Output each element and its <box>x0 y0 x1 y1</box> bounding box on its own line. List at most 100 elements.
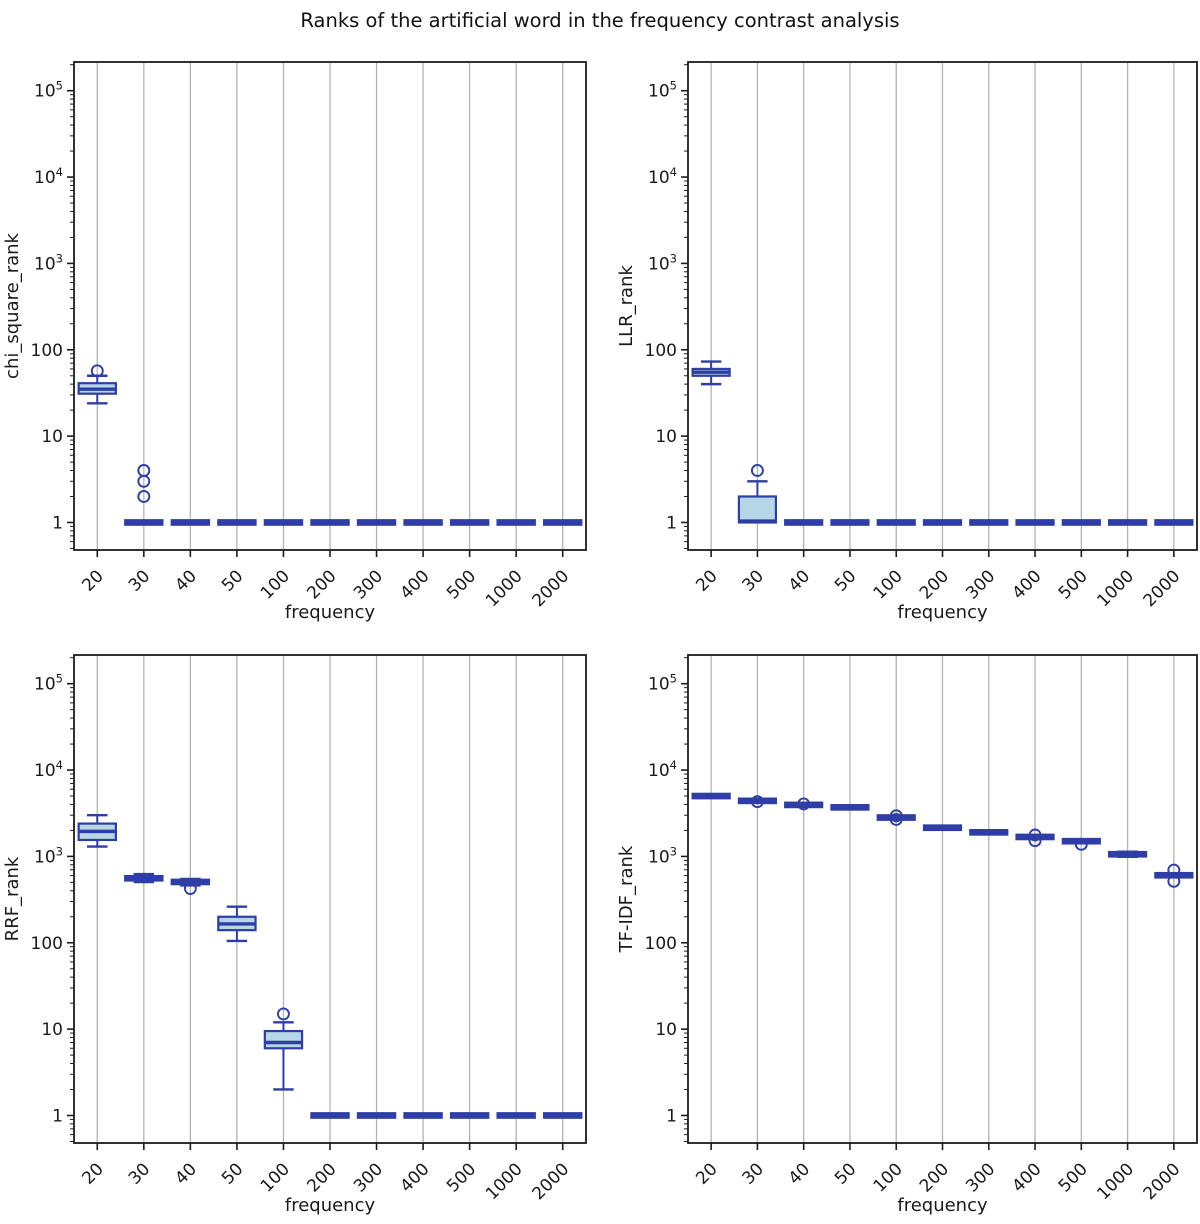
boxplot-box-400 <box>1015 519 1055 526</box>
x-tick-label: 200 <box>303 566 340 603</box>
x-tick-label: 100 <box>870 566 907 603</box>
boxes <box>691 360 1194 526</box>
outlier-marker <box>1167 863 1181 877</box>
outlier-marker <box>889 809 903 823</box>
x-tick-label: 400 <box>397 566 434 603</box>
y-tick-label: 1 <box>666 513 677 533</box>
x-tick-label: 500 <box>443 566 480 603</box>
y-tick-label: 103 <box>34 251 63 274</box>
boxplot-box-400 <box>1015 828 1055 848</box>
boxplot-box-100 <box>263 519 304 526</box>
boxplot-box-1000 <box>496 519 536 526</box>
y-tick-label: 103 <box>648 251 677 274</box>
y-tick-label: 105 <box>648 79 677 102</box>
x-tick-label: 200 <box>303 1159 340 1196</box>
x-tick-label: 100 <box>870 1159 907 1196</box>
x-tick-label: 300 <box>962 566 999 603</box>
figure-title: Ranks of the artificial word in the freq… <box>300 9 900 32</box>
x-tick-label: 1000 <box>1093 1159 1138 1204</box>
boxplot-box-1000 <box>496 1112 536 1119</box>
x-tick-label: 50 <box>218 566 247 595</box>
y-tick-label: 100 <box>31 934 63 954</box>
outlier-marker <box>90 364 104 378</box>
gridlines <box>96 656 564 1142</box>
x-tick-label: 1000 <box>482 1159 527 1204</box>
boxplot-box-400 <box>403 519 443 526</box>
boxes <box>77 364 583 526</box>
boxplot-box-200 <box>922 824 963 832</box>
x-tick-label: 30 <box>739 566 768 595</box>
outlier-marker <box>183 882 197 895</box>
x-axis-label: frequency <box>285 602 376 623</box>
y-tick-label: 1 <box>666 1106 677 1126</box>
boxplot-box-500 <box>1061 519 1101 526</box>
boxplot-box-100 <box>263 1007 304 1091</box>
x-tick-label: 300 <box>962 1159 999 1196</box>
x-tick-label: 40 <box>171 566 200 595</box>
outlier-marker <box>137 490 151 503</box>
outlier-marker <box>889 812 903 826</box>
boxplot-box-100 <box>876 519 916 526</box>
y-tick-label: 10 <box>41 427 63 447</box>
boxplot-box-500 <box>449 519 490 526</box>
x-tick-label: 400 <box>397 1159 434 1196</box>
boxplot-box-20 <box>77 364 117 405</box>
gridlines <box>710 656 1175 1142</box>
y-tick-label: 10 <box>41 1020 63 1040</box>
x-tick-label: 50 <box>831 1159 860 1188</box>
y-axis: 1 10 100 103 104 105 <box>645 64 688 549</box>
boxplot-box-2000 <box>1154 863 1194 888</box>
x-tick-label: 40 <box>785 566 814 595</box>
x-tick-label: 1000 <box>482 566 527 611</box>
boxplot-box-1000 <box>1107 519 1148 526</box>
boxplot-box-40 <box>784 519 824 526</box>
x-tick-label: 2000 <box>529 566 574 611</box>
y-tick-label: 105 <box>648 672 677 695</box>
boxplot-box-500 <box>1061 837 1101 851</box>
x-tick-label: 30 <box>739 1159 768 1188</box>
x-tick-label: 300 <box>350 566 387 603</box>
x-tick-label: 200 <box>916 566 953 603</box>
boxplot-box-50 <box>830 519 870 526</box>
x-tick-label: 30 <box>125 1159 154 1188</box>
y-tick-label: 10 <box>655 427 677 447</box>
boxplot-box-30 <box>124 872 164 884</box>
y-axis-label: TF-IDF_rank <box>616 845 637 953</box>
boxplot-box-300 <box>356 1112 397 1119</box>
x-tick-label: 20 <box>692 1159 721 1188</box>
y-tick-label: 100 <box>645 341 677 361</box>
x-tick-label: 20 <box>78 1159 107 1188</box>
outlier-marker <box>137 464 151 477</box>
y-axis: 1 10 100 103 104 105 <box>31 657 74 1142</box>
x-tick-label: 20 <box>692 566 721 595</box>
y-tick-label: 105 <box>34 79 63 102</box>
x-tick-label: 200 <box>916 1159 953 1196</box>
y-tick-label: 1 <box>52 1106 63 1126</box>
boxplot-box-1000 <box>1107 850 1148 858</box>
x-tick-label: 100 <box>257 1159 294 1196</box>
y-tick-label: 1 <box>52 513 63 533</box>
x-tick-label: 2000 <box>529 1159 574 1204</box>
x-axis-label: frequency <box>897 1195 988 1216</box>
boxplot-box-200 <box>310 519 350 526</box>
y-axis: 1 10 100 103 104 105 <box>31 64 74 549</box>
x-tick-label: 400 <box>1008 1159 1045 1196</box>
boxes <box>691 792 1194 888</box>
boxplot-box-40 <box>784 797 824 811</box>
boxplot-box-30 <box>737 464 778 524</box>
x-tick-label: 50 <box>831 566 860 595</box>
x-tick-label: 30 <box>125 566 154 595</box>
boxplot-box-2000 <box>543 1112 583 1119</box>
boxplot-box-40 <box>170 519 211 526</box>
x-tick-label: 1000 <box>1093 566 1138 611</box>
boxplot-box-400 <box>403 1112 443 1119</box>
y-tick-label: 105 <box>34 672 63 695</box>
boxplot-box-300 <box>356 519 397 526</box>
outlier-marker <box>1028 828 1042 842</box>
boxplot-box-20 <box>691 360 731 386</box>
outlier-marker <box>797 797 811 811</box>
